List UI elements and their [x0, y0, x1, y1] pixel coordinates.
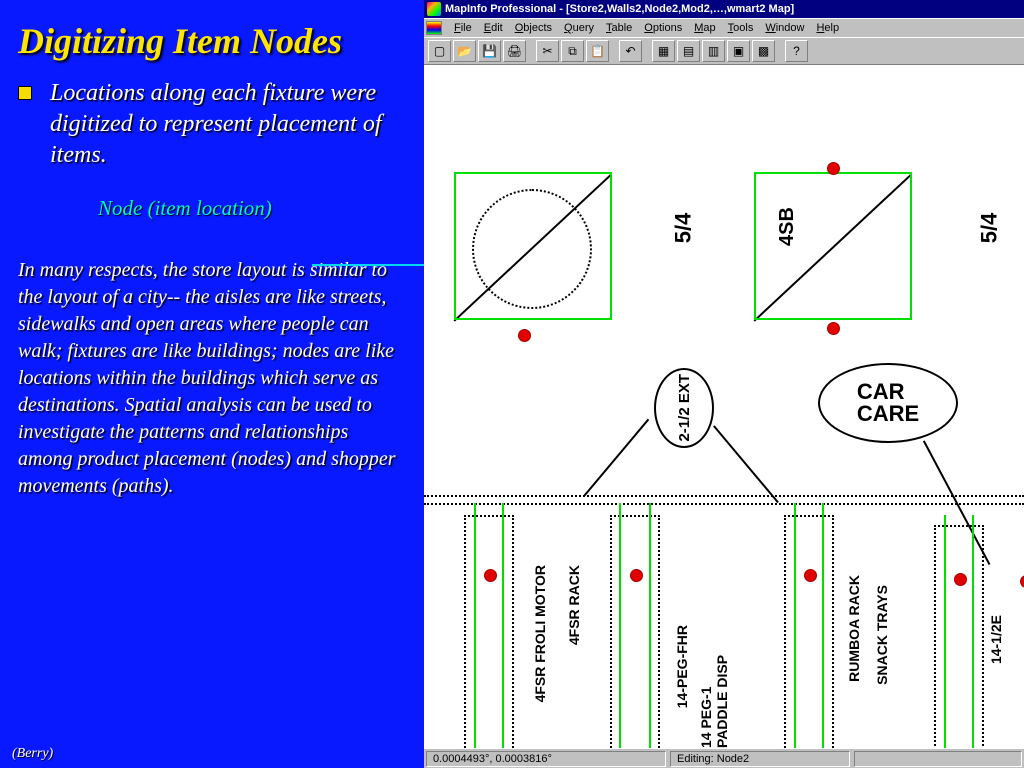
aisle-highlight	[794, 503, 796, 748]
toolbar: ▢📂💾🖨 ✂⧉📋 ↶ ▦▤▥▣▩?	[424, 37, 1024, 65]
copy-button[interactable]: ⧉	[561, 40, 584, 62]
connector-line	[583, 419, 648, 497]
dept-oval: 2-1/2 EXT	[654, 368, 714, 448]
node-callout-label: Node (item location)	[98, 196, 406, 221]
dept-label: 2-1/2 EXT	[676, 374, 693, 442]
body-paragraph: In many respects, the store layout is si…	[18, 257, 406, 500]
bullet-row: Locations along each fixture were digiti…	[18, 78, 406, 172]
item-node[interactable]	[827, 162, 840, 175]
undo-button[interactable]: ↶	[619, 40, 642, 62]
fixture-highlight	[454, 172, 612, 320]
item-node[interactable]	[518, 329, 531, 342]
menu-window[interactable]: Window	[759, 21, 810, 35]
slide-panel: Digitizing Item Nodes Locations along ea…	[0, 0, 424, 768]
slide-title: Digitizing Item Nodes	[18, 20, 406, 62]
rack-label: SNACK TRAYS	[874, 585, 890, 685]
help-button[interactable]: ?	[785, 40, 808, 62]
aisle-highlight	[944, 515, 946, 748]
item-node[interactable]	[1020, 575, 1024, 588]
win4-button[interactable]: ▣	[727, 40, 750, 62]
aisle-highlight	[822, 503, 824, 748]
child-window-icon[interactable]	[426, 21, 442, 35]
save-button[interactable]: 💾	[478, 40, 501, 62]
rack-label: 4FSR FROLI MOTOR	[532, 565, 548, 702]
fixture-outline	[610, 515, 660, 748]
menu-options[interactable]: Options	[638, 21, 688, 35]
status-coords: 0.0004493°, 0.0003816°	[426, 751, 666, 767]
status-editing: Editing: Node2	[670, 751, 850, 767]
author-credit: (Berry)	[12, 746, 53, 762]
rack-label: RUMBOA RACK	[846, 575, 862, 682]
rack-label: 14-PEG-FHR	[674, 625, 690, 708]
menubar: FileEditObjectsQueryTableOptionsMapTools…	[424, 18, 1024, 37]
fixture-outline	[934, 525, 984, 748]
rack-label: 4FSR RACK	[566, 565, 582, 645]
aisle-highlight	[972, 515, 974, 748]
item-node[interactable]	[484, 569, 497, 582]
menu-file[interactable]: File	[448, 21, 478, 35]
cut-button[interactable]: ✂	[536, 40, 559, 62]
aisle-highlight	[619, 503, 621, 748]
print-button[interactable]: 🖨	[503, 40, 526, 62]
aisle-line	[424, 503, 1024, 505]
plan-label: 5/4	[670, 213, 696, 244]
item-node[interactable]	[954, 573, 967, 586]
fixture-outline	[784, 515, 834, 748]
menu-query[interactable]: Query	[558, 21, 600, 35]
item-node[interactable]	[827, 322, 840, 335]
menu-objects[interactable]: Objects	[509, 21, 558, 35]
fixture-highlight	[754, 172, 912, 320]
paste-button[interactable]: 📋	[586, 40, 609, 62]
app-icon	[427, 2, 441, 16]
mapinfo-window: MapInfo Professional - [Store2,Walls2,No…	[424, 0, 1024, 768]
connector-line	[713, 425, 778, 503]
open-button[interactable]: 📂	[453, 40, 476, 62]
fixture-outline	[464, 515, 514, 748]
menu-help[interactable]: Help	[810, 21, 845, 35]
rack-label: 14-1/2E	[988, 615, 1004, 664]
win3-button[interactable]: ▥	[702, 40, 725, 62]
dept-oval: CARCARE	[818, 363, 958, 443]
bullet-icon	[18, 86, 32, 100]
item-node[interactable]	[630, 569, 643, 582]
win2-button[interactable]: ▤	[677, 40, 700, 62]
bullet-text: Locations along each fixture were digiti…	[50, 78, 406, 172]
menu-table[interactable]: Table	[600, 21, 638, 35]
plan-label: 5/4	[976, 213, 1002, 244]
aisle-line	[424, 495, 1024, 497]
map-canvas[interactable]: 2-1/2 EXT CARCARE 4FSR FROLI MOTOR 4FSR …	[424, 65, 1024, 748]
titlebar[interactable]: MapInfo Professional - [Store2,Walls2,No…	[424, 0, 1024, 18]
aisle-highlight	[474, 503, 476, 748]
status-blank	[854, 751, 1022, 767]
aisle-highlight	[502, 503, 504, 748]
menu-tools[interactable]: Tools	[722, 21, 760, 35]
win5-button[interactable]: ▩	[752, 40, 775, 62]
item-node[interactable]	[804, 569, 817, 582]
win1-button[interactable]: ▦	[652, 40, 675, 62]
aisle-highlight	[649, 503, 651, 748]
statusbar: 0.0004493°, 0.0003816° Editing: Node2	[424, 748, 1024, 768]
plan-label: 4SB	[776, 207, 799, 246]
rack-label: 14 PEG-1 PADDLE DISP	[698, 635, 730, 748]
new-button[interactable]: ▢	[428, 40, 451, 62]
window-title: MapInfo Professional - [Store2,Walls2,No…	[445, 3, 794, 15]
menu-edit[interactable]: Edit	[478, 21, 509, 35]
menu-map[interactable]: Map	[688, 21, 721, 35]
